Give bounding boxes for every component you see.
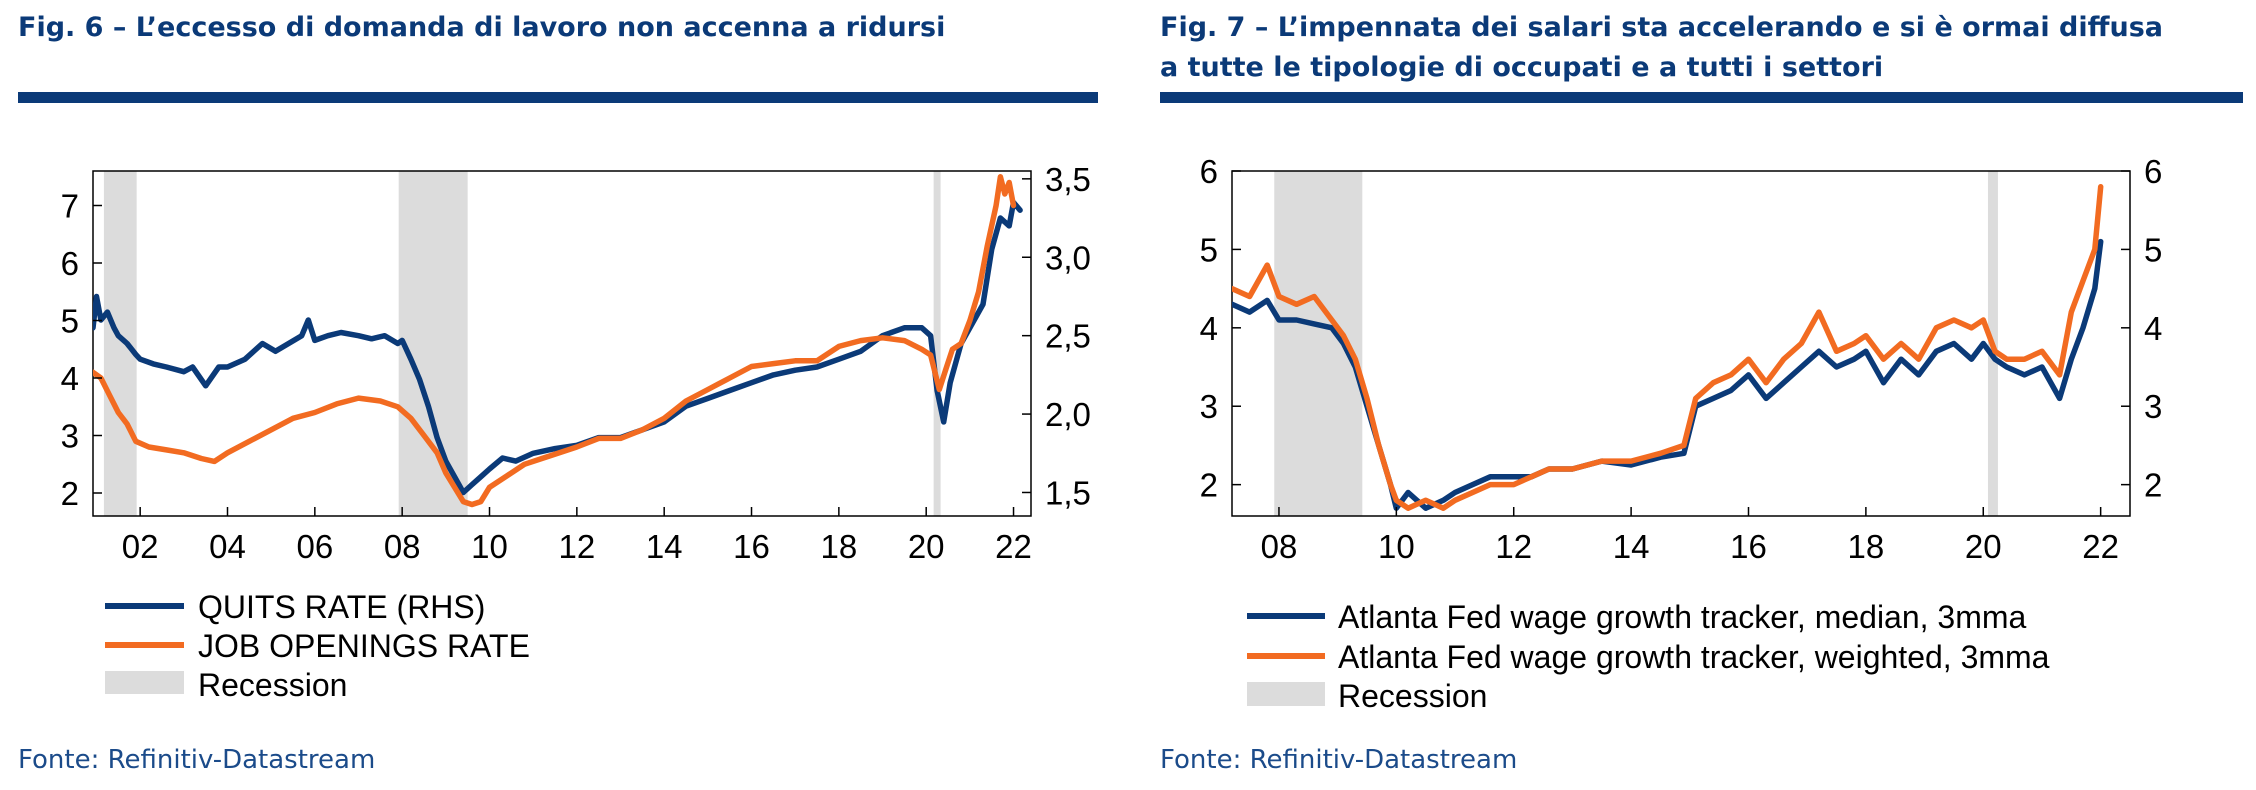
y-right-tick-label: 3,5 <box>1045 161 1091 198</box>
figure-7-source: Fonte: Refinitiv-Datastream <box>1160 745 1518 775</box>
series-lines <box>93 174 1023 508</box>
legend: QUITS RATE (RHS) JOB OPENINGS RATE Reces… <box>105 589 530 703</box>
y-left-tick-label: 2 <box>1200 467 1218 504</box>
y-left-tick-label: 5 <box>1200 231 1218 268</box>
y-axis-right: 2 3 4 5 6 <box>2121 153 2162 504</box>
y-right-tick-label: 2,0 <box>1045 396 1091 433</box>
x-axis: 08 10 12 14 16 18 20 22 <box>1261 507 2119 565</box>
legend-swatch-recession <box>105 671 184 694</box>
y-right-tick-label: 5 <box>2144 231 2162 268</box>
y-right-tick-label: 3,0 <box>1045 239 1091 276</box>
x-tick-label: 22 <box>995 528 1032 565</box>
legend-label-openings: JOB OPENINGS RATE <box>198 628 530 664</box>
y-left-tick-label: 2 <box>61 475 79 512</box>
series-line-1 <box>93 174 1017 508</box>
series-lines <box>1232 183 2104 511</box>
y-right-tick-label: 3 <box>2144 388 2162 425</box>
recession-band-1 <box>398 171 468 516</box>
legend: Atlanta Fed wage growth tracker, median,… <box>1247 599 2050 714</box>
y-right-tick-label: 6 <box>2144 153 2162 190</box>
recession-bands <box>103 171 941 516</box>
x-tick-label: 14 <box>1613 528 1650 565</box>
figure-6-panel: Fig. 6 – L’eccesso di domanda di lavoro … <box>18 0 1098 790</box>
y-right-tick-label: 1,5 <box>1045 474 1091 511</box>
y-left-tick-label: 3 <box>61 418 79 455</box>
y-axis-right: 1,5 2,0 2,5 3,0 3,5 <box>1022 161 1091 511</box>
x-tick-label: 06 <box>296 528 333 565</box>
x-tick-label: 16 <box>733 528 770 565</box>
x-tick-label: 04 <box>209 528 246 565</box>
x-tick-label: 08 <box>1261 528 1298 565</box>
figure-7-title-line-2: a tutte le tipologie di occupati e a tut… <box>1160 52 1884 83</box>
y-axis-left: 2 3 4 5 6 <box>1200 153 1241 504</box>
x-tick-label: 12 <box>1495 528 1532 565</box>
x-tick-label: 22 <box>2082 528 2119 565</box>
y-left-tick-label: 6 <box>61 245 79 282</box>
x-tick-label: 08 <box>384 528 421 565</box>
plot-frame <box>1231 170 2131 517</box>
recession-band-2 <box>933 171 941 516</box>
x-tick-label: 14 <box>646 528 683 565</box>
y-left-tick-label: 6 <box>1200 153 1218 190</box>
series-line-0 <box>93 199 1023 496</box>
figure-6-title-text: Fig. 6 – L’eccesso di domanda di lavoro … <box>18 12 946 43</box>
legend-label-recession: Recession <box>198 667 347 703</box>
recession-band-0 <box>103 171 137 516</box>
legend-swatch-recession <box>1247 682 1325 706</box>
x-tick-label: 20 <box>1965 528 2002 565</box>
figure-6-chart: 02 04 06 08 10 12 14 16 18 20 22 2 3 4 5 6 7 1,5 2,0 2,5 3… <box>61 161 1091 703</box>
x-tick-label: 18 <box>820 528 857 565</box>
x-tick-label: 02 <box>122 528 159 565</box>
x-tick-label: 12 <box>558 528 595 565</box>
y-right-tick-label: 4 <box>2144 310 2162 347</box>
plot-frame <box>92 170 1032 517</box>
figure-7-title: Fig. 7 – L’impennata dei salari sta acce… <box>1160 8 2163 88</box>
y-left-tick-label: 7 <box>61 188 79 225</box>
figure-6-title-rule <box>18 92 1098 103</box>
y-left-tick-label: 3 <box>1200 388 1218 425</box>
figure-7-panel: Fig. 7 – L’impennata dei salari sta acce… <box>1160 0 2250 790</box>
figure-6-title: Fig. 6 – L’eccesso di domanda di lavoro … <box>18 8 945 48</box>
x-tick-label: 16 <box>1730 528 1767 565</box>
legend-label-quits: QUITS RATE (RHS) <box>198 589 485 625</box>
x-tick-label: 18 <box>1848 528 1885 565</box>
figure-7-chart: 08 10 12 14 16 18 20 22 2 3 4 5 6 2 3 4 5 6 Atlanta Fed… <box>1200 153 2163 714</box>
figure-6-source: Fonte: Refinitiv-Datastream <box>18 745 376 775</box>
y-axis-left: 2 3 4 5 6 7 <box>61 188 102 512</box>
legend-label-weighted: Atlanta Fed wage growth tracker, weighte… <box>1338 639 2050 675</box>
legend-label-median: Atlanta Fed wage growth tracker, median,… <box>1338 599 2027 635</box>
legend-label-recession: Recession <box>1338 678 1487 714</box>
y-left-tick-label: 4 <box>61 360 79 397</box>
y-right-tick-label: 2 <box>2144 467 2162 504</box>
figure-7-title-line-1: Fig. 7 – L’impennata dei salari sta acce… <box>1160 12 2163 43</box>
series-line-1 <box>1232 183 2104 511</box>
x-tick-label: 20 <box>908 528 945 565</box>
y-left-tick-label: 5 <box>61 303 79 340</box>
figure-7-title-rule <box>1160 92 2243 103</box>
x-tick-label: 10 <box>471 528 508 565</box>
x-tick-label: 10 <box>1378 528 1415 565</box>
x-axis: 02 04 06 08 10 12 14 16 18 20 22 <box>122 507 1032 565</box>
y-right-tick-label: 2,5 <box>1045 318 1091 355</box>
y-left-tick-label: 4 <box>1200 310 1218 347</box>
